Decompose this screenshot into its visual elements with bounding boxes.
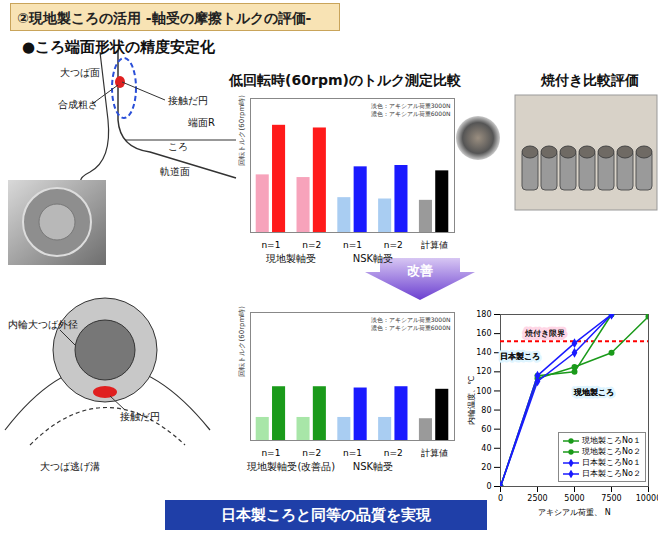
svg-text:NSK軸受: NSK軸受 bbox=[353, 253, 393, 264]
svg-text:回転トルク(60rpm時): 回転トルク(60rpm時) bbox=[238, 306, 246, 377]
svg-text:n=1: n=1 bbox=[343, 448, 362, 458]
svg-text:内輪温度、℃: 内輪温度、℃ bbox=[467, 376, 476, 425]
svg-text:2500: 2500 bbox=[527, 494, 547, 503]
svg-text:合成粗さ: 合成粗さ bbox=[58, 99, 98, 110]
svg-text:現地製軸受: 現地製軸受 bbox=[266, 253, 316, 264]
svg-text:0: 0 bbox=[498, 494, 503, 503]
svg-text:現地製軸受(改善品): 現地製軸受(改善品) bbox=[247, 461, 335, 472]
html-text:日本製ころNo２: 日本製ころNo２ bbox=[582, 469, 641, 478]
svg-text:n=1: n=1 bbox=[261, 240, 280, 250]
svg-text:n=2: n=2 bbox=[302, 240, 321, 250]
svg-text:ころ: ころ bbox=[168, 141, 188, 152]
html-text:現地製ころNo２: 現地製ころNo２ bbox=[582, 447, 641, 456]
html-text:低回転時(60rpm)のトルク測定比較: 低回転時(60rpm)のトルク測定比較 bbox=[229, 72, 461, 88]
svg-text:80: 80 bbox=[481, 406, 491, 415]
html-text:②現地製ころの活用 -軸受の摩擦トルクの評価-: ②現地製ころの活用 -軸受の摩擦トルクの評価- bbox=[17, 10, 312, 26]
svg-text:180: 180 bbox=[476, 310, 491, 319]
svg-text:焼付き限界: 焼付き限界 bbox=[525, 329, 565, 338]
svg-text:140: 140 bbox=[476, 348, 491, 357]
svg-text:120: 120 bbox=[476, 367, 491, 376]
svg-text:60: 60 bbox=[481, 425, 491, 434]
html-text:●ころ端面形状の精度安定化: ●ころ端面形状の精度安定化 bbox=[22, 38, 216, 56]
svg-text:n=2: n=2 bbox=[384, 448, 403, 458]
html-text:日本製ころと同等の品質を実現: 日本製ころと同等の品質を実現 bbox=[221, 506, 431, 524]
svg-text:焼付き限界: 焼付き限界 bbox=[525, 329, 565, 338]
svg-text:接触だ円: 接触だ円 bbox=[120, 411, 160, 422]
svg-text:接触だ円: 接触だ円 bbox=[168, 95, 208, 106]
svg-text:20: 20 bbox=[481, 463, 491, 472]
html-text:改善: 改善 bbox=[407, 263, 433, 278]
svg-text:160: 160 bbox=[476, 329, 491, 338]
svg-text:計算値: 計算値 bbox=[421, 448, 448, 458]
svg-text:n=2: n=2 bbox=[384, 240, 403, 250]
html-text:焼付き比較評価: 焼付き比較評価 bbox=[541, 72, 639, 88]
svg-text:NSK軸受: NSK軸受 bbox=[353, 461, 393, 472]
html-text:現地製ころNo１: 現地製ころNo１ bbox=[582, 436, 641, 445]
svg-text:淡色：アキシアル荷重3000N濃色：アキシアル荷重6000N: 淡色：アキシアル荷重3000N濃色：アキシアル荷重6000N bbox=[371, 316, 451, 331]
svg-text:日本製ころ: 日本製ころ bbox=[500, 352, 540, 361]
svg-text:40: 40 bbox=[481, 444, 491, 453]
svg-text:現地製ころ: 現地製ころ bbox=[573, 388, 614, 397]
svg-text:淡色：アキシアル荷重3000N濃色：アキシアル荷重6000N: 淡色：アキシアル荷重3000N濃色：アキシアル荷重6000N bbox=[371, 102, 451, 117]
svg-text:内輪大つば外径: 内輪大つば外径 bbox=[8, 319, 78, 330]
svg-text:10000: 10000 bbox=[636, 494, 658, 503]
svg-text:0: 0 bbox=[486, 482, 491, 491]
svg-text:計算値: 計算値 bbox=[421, 240, 448, 250]
html-text:日本製ころNo１: 日本製ころNo１ bbox=[582, 458, 641, 467]
svg-text:端面R: 端面R bbox=[188, 117, 215, 128]
svg-text:回転トルク(60rpm時): 回転トルク(60rpm時) bbox=[238, 95, 246, 166]
svg-text:大つば面: 大つば面 bbox=[60, 67, 100, 78]
svg-text:日本製ころ: 日本製ころ bbox=[500, 352, 540, 361]
svg-text:7500: 7500 bbox=[601, 494, 621, 503]
svg-text:n=2: n=2 bbox=[302, 448, 321, 458]
svg-text:アキシアル荷重、 N: アキシアル荷重、 N bbox=[538, 508, 611, 517]
svg-text:n=1: n=1 bbox=[343, 240, 362, 250]
svg-text:100: 100 bbox=[476, 387, 491, 396]
svg-text:大つば逃げ溝: 大つば逃げ溝 bbox=[40, 461, 100, 472]
svg-text:n=1: n=1 bbox=[261, 448, 280, 458]
svg-text:現地製ころ: 現地製ころ bbox=[573, 388, 614, 397]
svg-text:軌道面: 軌道面 bbox=[160, 166, 190, 177]
svg-text:5000: 5000 bbox=[564, 494, 584, 503]
